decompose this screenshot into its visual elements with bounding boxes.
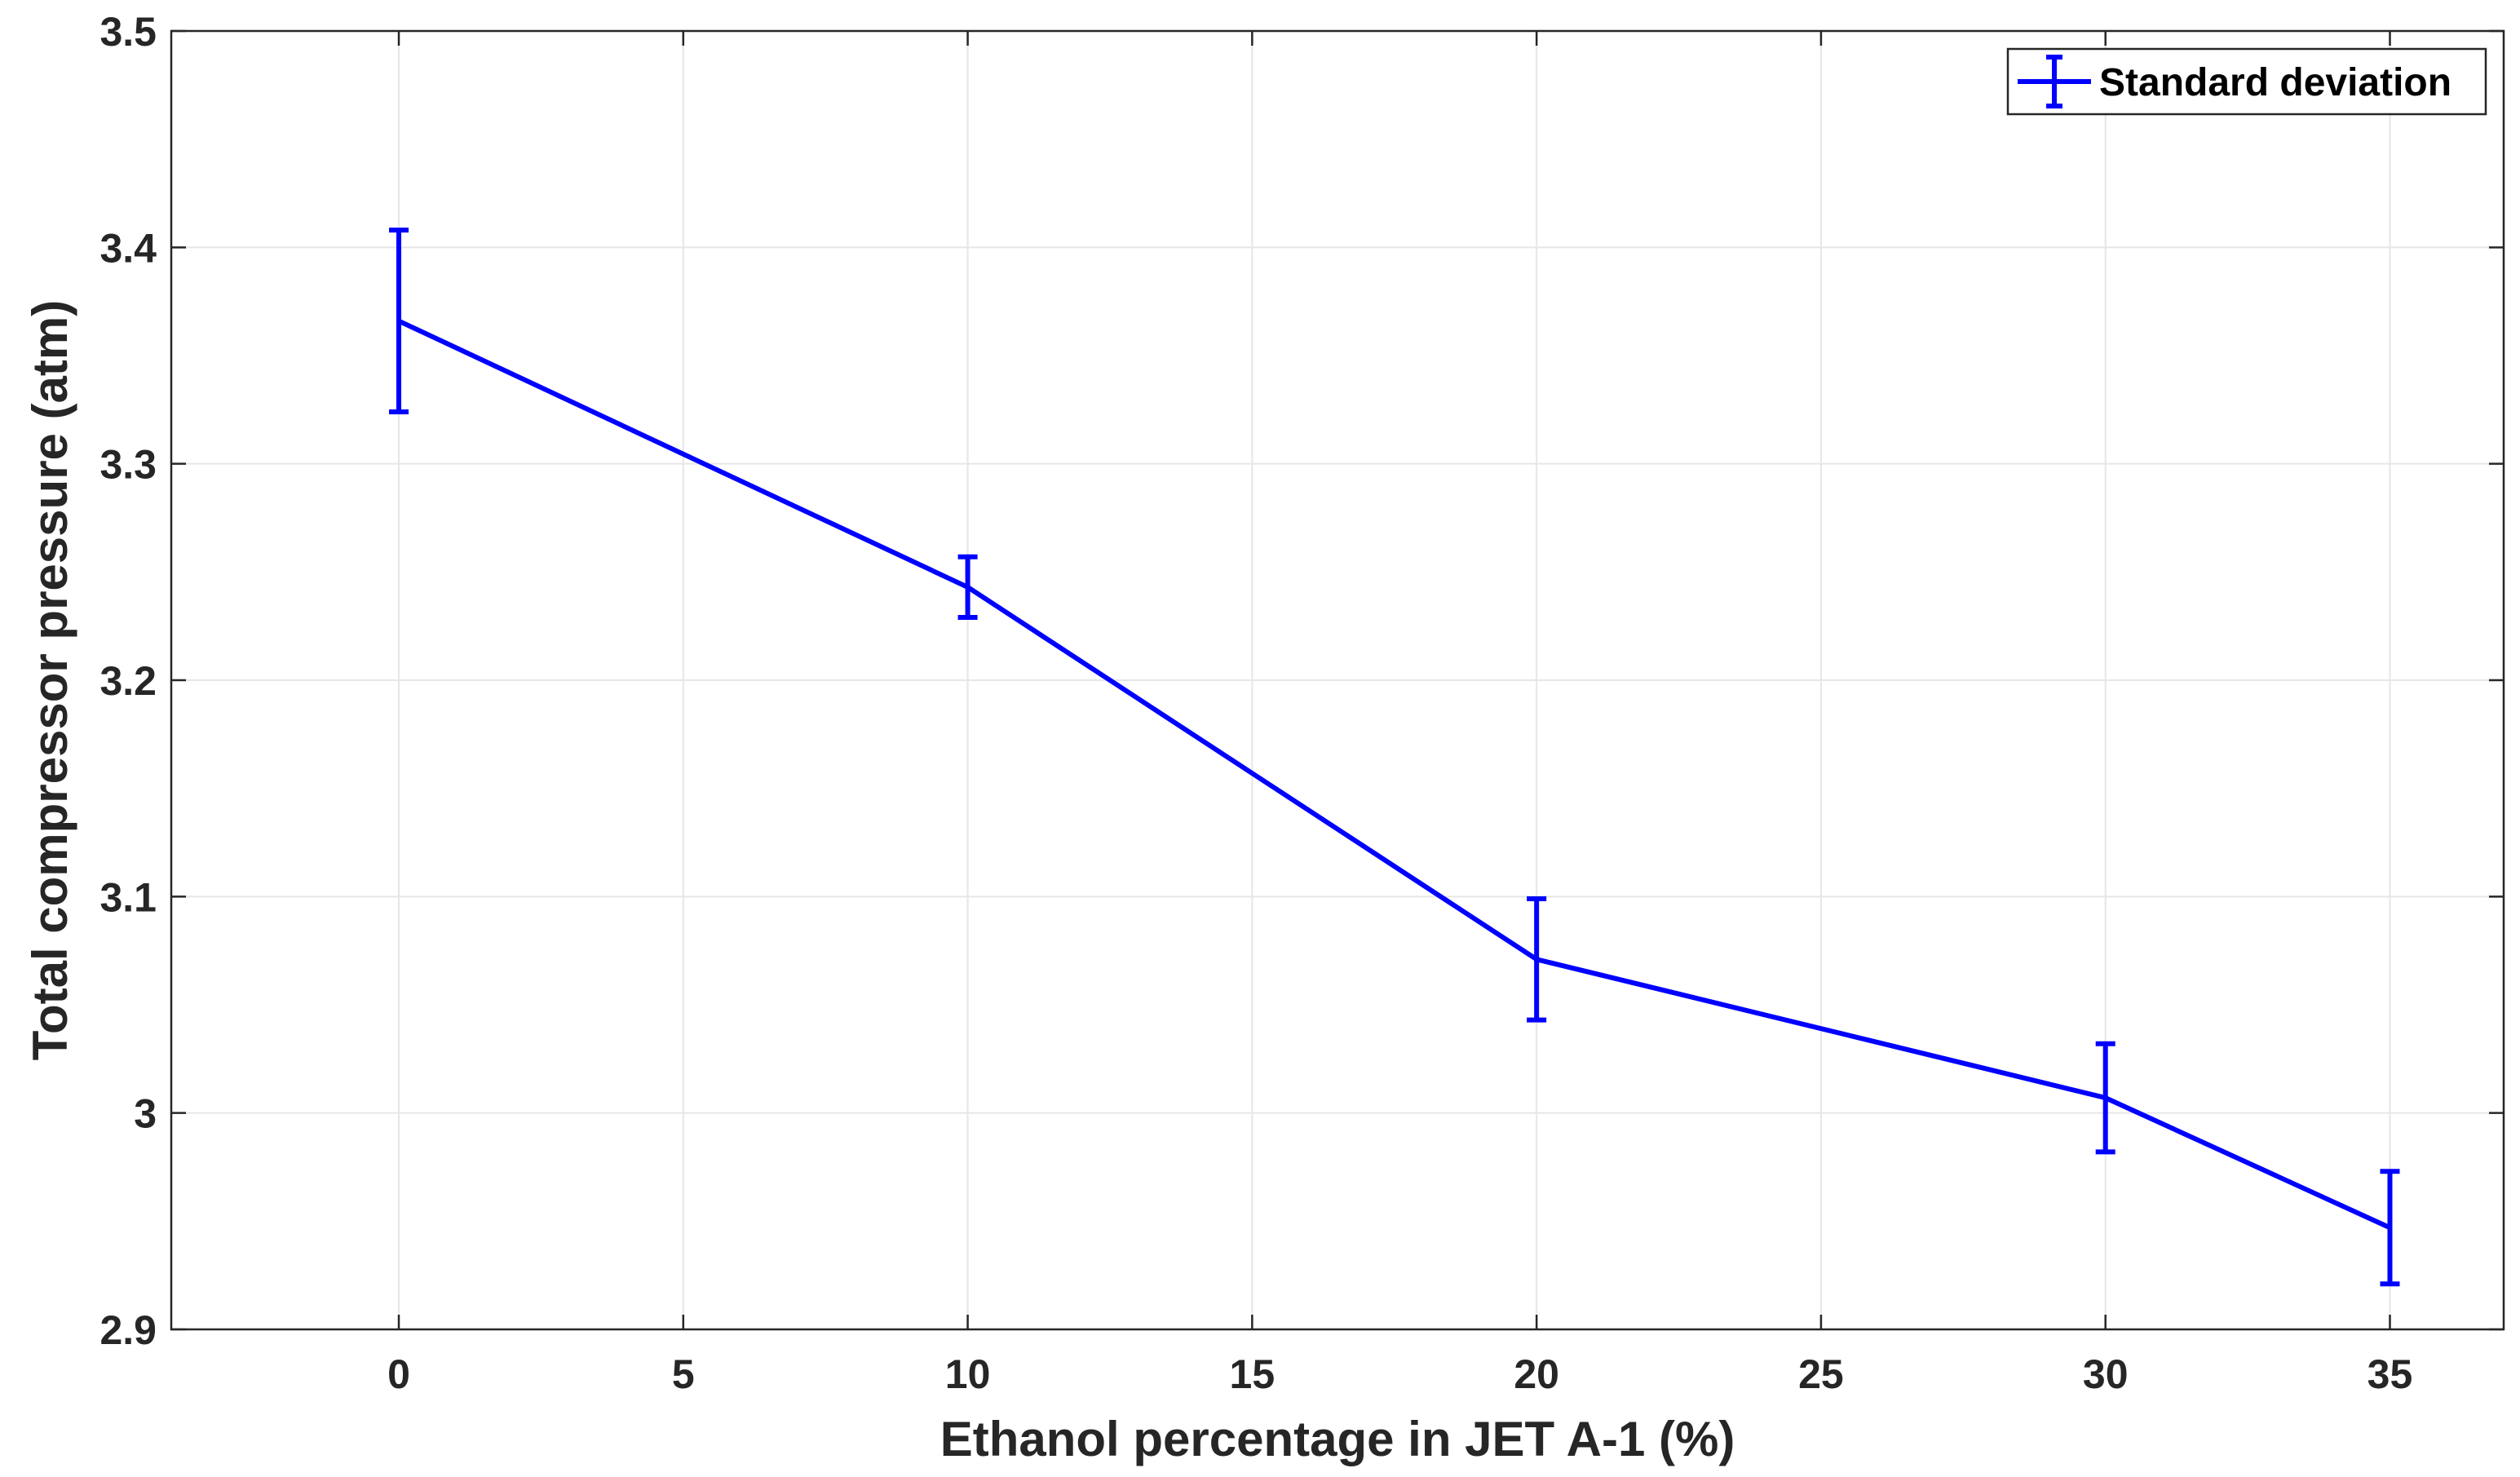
y-tick-label: 3.3 xyxy=(99,442,157,488)
legend-label: Standard deviation xyxy=(2099,61,2451,104)
x-tick-label: 25 xyxy=(1798,1351,1844,1397)
x-axis-title: Ethanol percentage in JET A-1 (%) xyxy=(940,1412,1735,1466)
x-tick-label: 5 xyxy=(672,1351,695,1397)
x-tick-label: 15 xyxy=(1230,1351,1275,1397)
y-tick-label: 2.9 xyxy=(99,1307,157,1353)
y-tick-label: 3.1 xyxy=(99,874,157,920)
series-group xyxy=(389,228,2400,1287)
x-tick-label: 30 xyxy=(2083,1351,2129,1397)
error-bar xyxy=(957,554,978,621)
grid xyxy=(171,31,2504,1329)
error-bar xyxy=(2380,1169,2400,1287)
y-tick-label: 3.5 xyxy=(99,9,157,55)
error-bar xyxy=(389,228,409,414)
y-tick-label: 3.2 xyxy=(99,658,157,704)
x-tick-label: 10 xyxy=(945,1351,991,1397)
error-bar xyxy=(2095,1041,2115,1155)
y-tick-label: 3 xyxy=(134,1091,157,1137)
x-tick-label: 20 xyxy=(1514,1351,1559,1397)
y-tick-label: 3.4 xyxy=(99,225,157,271)
y-axis-title: Total compressor pressure (atm) xyxy=(23,300,77,1061)
x-tick-label: 35 xyxy=(2367,1351,2413,1397)
error-bar xyxy=(1527,895,1547,1023)
legend[interactable]: Standard deviation xyxy=(2006,47,2487,116)
axis-ticks: 0 5 10 15 20 25 30 35 2.9 3 3.1 3.2 3.3 3.4 3.5 xyxy=(99,9,2504,1397)
x-tick-label: 0 xyxy=(387,1351,410,1397)
